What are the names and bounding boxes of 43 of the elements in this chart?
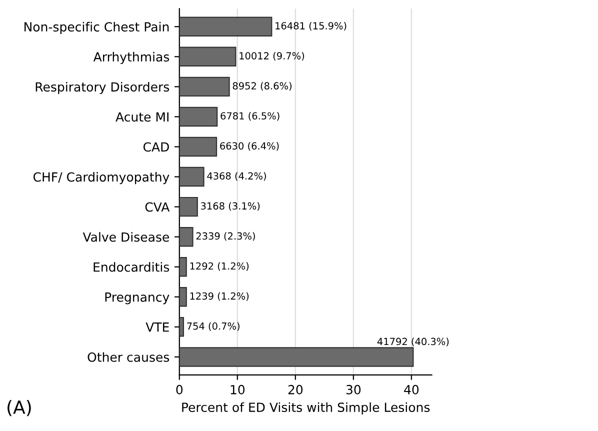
y-tick-label: Valve Disease [82,232,170,242]
data-label: 10012 (9.7%) [240,52,304,61]
data-label: 41792 (40.3%) [377,338,449,346]
data-label: 3168 (3.1%) [201,202,260,211]
bar [179,166,204,187]
bar [179,257,187,277]
y-tick-label: Endocarditis [94,262,170,272]
bar [179,16,272,36]
x-tick-label: 20 [288,384,303,394]
y-tick-label: CAD [143,142,169,152]
data-label: 16481 (15.9%) [276,22,346,31]
x-axis-title: Percent of ED Visits with Simple Lesions [182,402,430,414]
bar [179,196,198,217]
y-tick-label: Arrhythmias [93,52,170,64]
data-label: 1292 (1.2%) [190,262,249,271]
text: (A) [8,400,31,416]
bar [179,106,218,127]
y-tick-label: Other causes [88,352,170,362]
data-label: 8952 (8.6%) [232,82,292,91]
bar [179,46,236,67]
x-tick-label: 0 [176,384,183,394]
y-tick-label: Non-specific Chest Pain [24,22,169,34]
bar [179,287,187,307]
data-label: 1239 (1.2%) [190,292,249,301]
x-tick-label: 30 [346,384,361,394]
bar [179,226,194,247]
y-tick-label: VTE [146,322,169,332]
y-tick-label: CVA [145,202,170,212]
bar [179,136,218,157]
data-label: 6630 (6.4%) [220,142,279,151]
y-tick-label: Pregnancy [105,292,170,304]
data-label: 2339 (2.3%) [196,232,255,241]
bar [179,76,230,97]
bar [179,347,414,367]
data-label: 6781 (6.5%) [220,112,280,121]
bar [179,317,184,337]
data-label: 754 (0.7%) [187,322,240,331]
data-label: 4368 (4.2%) [207,172,266,181]
y-tick-label: Respiratory Disorders [36,82,170,94]
y-tick-label: CHF/ Cardiomyopathy [33,172,170,184]
y-tick-label: Acute MI [116,112,168,122]
x-tick-label: 40 [404,384,419,394]
x-tick-label: 10 [230,384,245,394]
